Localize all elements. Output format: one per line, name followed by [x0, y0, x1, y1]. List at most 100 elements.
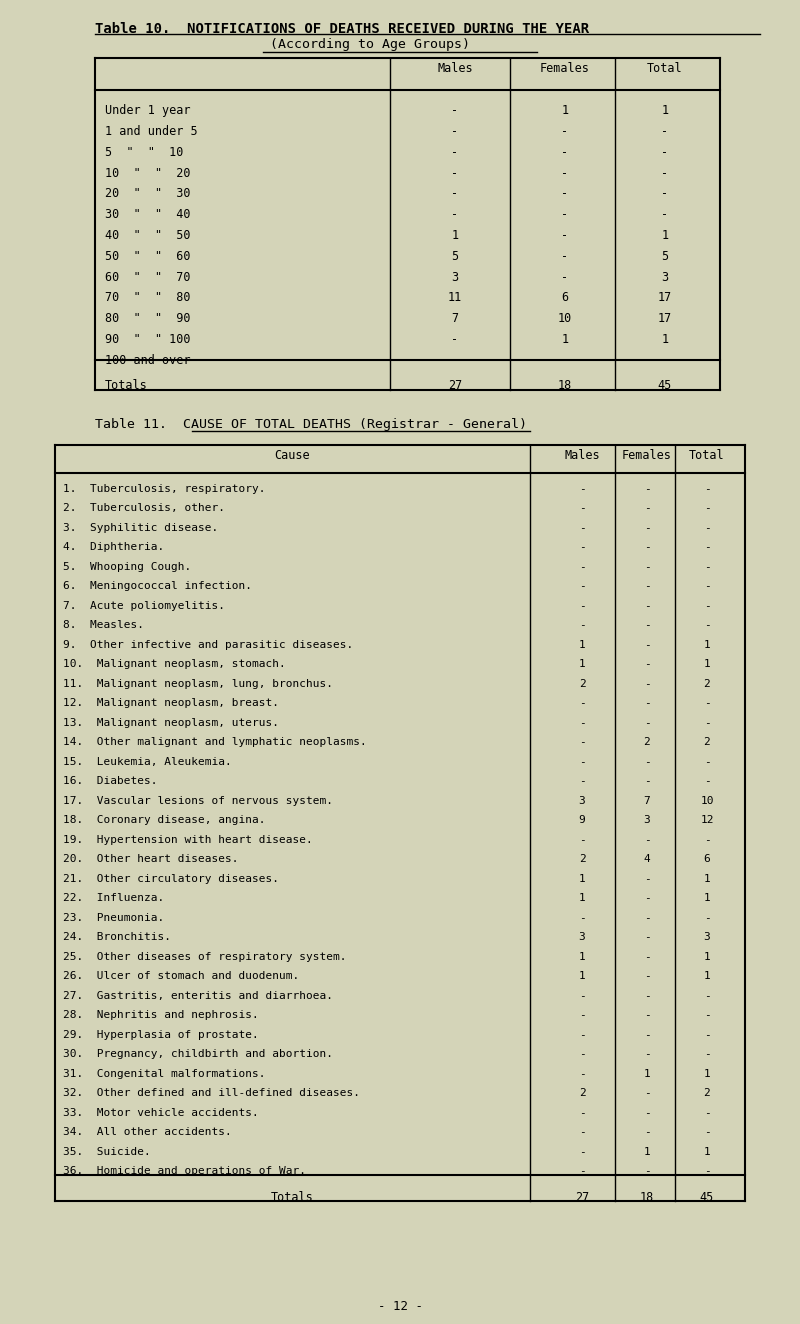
Text: 1: 1	[562, 332, 569, 346]
Text: Males: Males	[437, 62, 473, 75]
Text: -: -	[644, 620, 650, 630]
Text: -: -	[704, 834, 710, 845]
Text: 3: 3	[644, 816, 650, 825]
Text: 11.  Malignant neoplasm, lung, bronchus.: 11. Malignant neoplasm, lung, bronchus.	[63, 679, 333, 688]
Text: 1: 1	[578, 972, 586, 981]
Text: -: -	[578, 757, 586, 767]
Text: 1: 1	[578, 659, 586, 669]
Text: -: -	[578, 1010, 586, 1021]
Text: -: -	[451, 208, 458, 221]
Text: -: -	[644, 659, 650, 669]
Text: 50  "  "  60: 50 " " 60	[105, 250, 190, 262]
Text: -: -	[451, 167, 458, 180]
Text: 5: 5	[662, 250, 669, 262]
Text: 1: 1	[662, 105, 669, 118]
Text: -: -	[662, 126, 669, 138]
Text: -: -	[644, 561, 650, 572]
Text: 16.  Diabetes.: 16. Diabetes.	[63, 776, 158, 786]
Text: 5  "  "  10: 5 " " 10	[105, 146, 183, 159]
Text: 9: 9	[578, 816, 586, 825]
Text: -: -	[578, 1147, 586, 1157]
Text: -: -	[704, 543, 710, 552]
Text: 2: 2	[578, 679, 586, 688]
Text: 33.  Motor vehicle accidents.: 33. Motor vehicle accidents.	[63, 1108, 258, 1117]
Text: 5.  Whooping Cough.: 5. Whooping Cough.	[63, 561, 191, 572]
Text: 20  "  "  30: 20 " " 30	[105, 188, 190, 200]
Text: 32.  Other defined and ill-defined diseases.: 32. Other defined and ill-defined diseas…	[63, 1088, 360, 1099]
Text: -: -	[578, 1166, 586, 1176]
Text: 3: 3	[578, 796, 586, 806]
Text: 80  "  "  90: 80 " " 90	[105, 312, 190, 326]
Text: -: -	[662, 188, 669, 200]
Text: -: -	[644, 776, 650, 786]
Text: 70  "  "  80: 70 " " 80	[105, 291, 190, 305]
Text: -: -	[704, 523, 710, 532]
Text: -: -	[644, 698, 650, 708]
Text: 10: 10	[558, 312, 572, 326]
Text: 45: 45	[658, 379, 672, 392]
Text: 3: 3	[704, 932, 710, 943]
Text: -: -	[644, 718, 650, 728]
Text: 2: 2	[644, 737, 650, 747]
Text: -: -	[644, 483, 650, 494]
Text: 12.  Malignant neoplasm, breast.: 12. Malignant neoplasm, breast.	[63, 698, 279, 708]
Text: 40  "  "  50: 40 " " 50	[105, 229, 190, 242]
Text: -: -	[704, 483, 710, 494]
Text: -: -	[662, 167, 669, 180]
Text: -: -	[644, 581, 650, 592]
Text: -: -	[562, 250, 569, 262]
Text: -: -	[644, 503, 650, 514]
Text: -: -	[704, 601, 710, 610]
Text: 22.  Influenza.: 22. Influenza.	[63, 894, 164, 903]
Text: 14.  Other malignant and lymphatic neoplasms.: 14. Other malignant and lymphatic neopla…	[63, 737, 366, 747]
Text: -: -	[662, 354, 669, 367]
Text: -: -	[578, 1127, 586, 1137]
Text: Totals: Totals	[105, 379, 148, 392]
Text: -: -	[578, 561, 586, 572]
Text: -: -	[704, 1108, 710, 1117]
Text: -: -	[562, 146, 569, 159]
Text: -: -	[662, 208, 669, 221]
Text: 17: 17	[658, 291, 672, 305]
Text: -: -	[578, 483, 586, 494]
Text: 31.  Congenital malformations.: 31. Congenital malformations.	[63, 1068, 266, 1079]
Text: -: -	[578, 912, 586, 923]
Text: 18: 18	[640, 1192, 654, 1204]
Text: -: -	[704, 698, 710, 708]
Text: 25.  Other diseases of respiratory system.: 25. Other diseases of respiratory system…	[63, 952, 346, 961]
Text: -: -	[704, 503, 710, 514]
Text: -: -	[644, 952, 650, 961]
Text: 1: 1	[704, 1147, 710, 1157]
Text: 19.  Hypertension with heart disease.: 19. Hypertension with heart disease.	[63, 834, 313, 845]
Text: 27.  Gastritis, enteritis and diarrhoea.: 27. Gastritis, enteritis and diarrhoea.	[63, 990, 333, 1001]
Text: -: -	[578, 698, 586, 708]
Text: 6: 6	[562, 291, 569, 305]
Text: 6.  Meningococcal infection.: 6. Meningococcal infection.	[63, 581, 252, 592]
Text: 4.  Diphtheria.: 4. Diphtheria.	[63, 543, 164, 552]
Text: -: -	[562, 126, 569, 138]
Text: 45: 45	[700, 1192, 714, 1204]
Text: -: -	[578, 1050, 586, 1059]
Text: 27: 27	[575, 1192, 589, 1204]
Text: -: -	[644, 639, 650, 650]
Text: 17: 17	[658, 312, 672, 326]
Text: -: -	[644, 679, 650, 688]
Text: -: -	[644, 1166, 650, 1176]
Text: 2: 2	[704, 1088, 710, 1099]
Text: 17.  Vascular lesions of nervous system.: 17. Vascular lesions of nervous system.	[63, 796, 333, 806]
Text: Cause: Cause	[274, 449, 310, 462]
Text: -: -	[451, 332, 458, 346]
Text: 1 and under 5: 1 and under 5	[105, 126, 198, 138]
Text: 18: 18	[558, 379, 572, 392]
Text: -: -	[644, 834, 650, 845]
Text: 11: 11	[448, 291, 462, 305]
Text: 9.  Other infective and parasitic diseases.: 9. Other infective and parasitic disease…	[63, 639, 354, 650]
Text: -: -	[644, 1010, 650, 1021]
Text: -: -	[644, 1050, 650, 1059]
Text: -: -	[562, 229, 569, 242]
Text: 29.  Hyperplasia of prostate.: 29. Hyperplasia of prostate.	[63, 1030, 258, 1039]
Text: 2.  Tuberculosis, other.: 2. Tuberculosis, other.	[63, 503, 225, 514]
Text: 35.  Suicide.: 35. Suicide.	[63, 1147, 150, 1157]
Text: -: -	[704, 1127, 710, 1137]
Text: 15.  Leukemia, Aleukemia.: 15. Leukemia, Aleukemia.	[63, 757, 232, 767]
